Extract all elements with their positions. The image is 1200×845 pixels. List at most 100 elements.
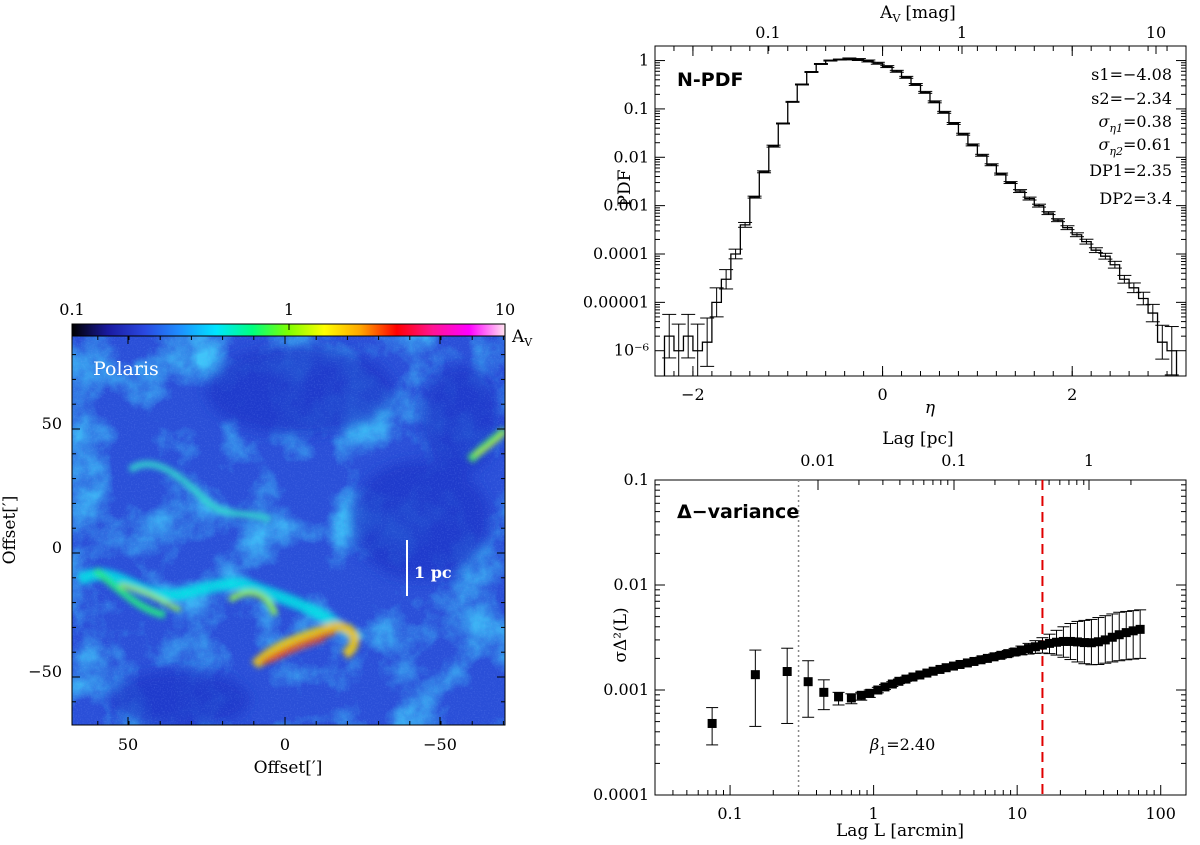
npdf-error-bar	[946, 122, 961, 125]
npdf-y-tick-label: 0.1	[624, 99, 649, 118]
dv-title: Δ−variance	[677, 501, 799, 523]
map-frame	[71, 335, 506, 726]
colorbar-tick-label: 0.1	[59, 300, 84, 319]
npdf-error-bar	[738, 221, 753, 228]
dv-x-axis-title: Lag L [arcmin]	[836, 821, 964, 841]
stat-sigma-eta1: ση1=0.38	[1098, 112, 1172, 135]
colorbar-tick-label: 1	[284, 300, 294, 319]
npdf-error-bar	[671, 323, 686, 377]
dv-data-point	[1052, 637, 1062, 647]
dv-data-point	[873, 685, 883, 695]
dv-y-tick-label: 0.01	[613, 575, 649, 594]
dv-data-point	[834, 692, 844, 702]
npdf-error-bar	[747, 195, 762, 199]
dv-x-tick-label: 1	[869, 804, 879, 823]
npdf-error-bar	[813, 62, 828, 65]
npdf-error-bar	[1145, 303, 1160, 323]
npdf-error-bar	[880, 65, 895, 69]
npdf-error-bar	[842, 57, 857, 61]
dv-data-point	[1037, 640, 1047, 650]
dv-data-point	[707, 718, 717, 728]
colorbar-unit: AV	[511, 327, 533, 349]
dv-error-bar	[781, 647, 794, 724]
npdf-error-bar	[757, 170, 772, 174]
npdf-top-tick-label: 10	[1146, 23, 1166, 42]
npdf-x-tick-label: 0	[877, 385, 887, 404]
dv-x-tick-label: 0.1	[717, 804, 742, 823]
dv-data-point	[1114, 630, 1124, 640]
npdf-error-bar	[1069, 232, 1084, 238]
npdf-error-bar	[937, 110, 952, 114]
npdf-error-bar	[984, 163, 999, 167]
dv-data-point	[846, 693, 856, 703]
dv-data-point	[1016, 645, 1026, 655]
npdf-error-bar	[870, 61, 885, 65]
delta-variance-panel: Lag [pc] 0.01 0.1 1 Δ−variance σΔ²(L) La…	[593, 429, 1187, 841]
npdf-error-bar	[927, 100, 942, 104]
npdf-top-tick-label: 1	[957, 23, 967, 42]
dv-data-point	[969, 656, 979, 666]
dv-data-point	[941, 663, 951, 673]
dv-data-point	[1086, 638, 1096, 648]
dv-data-point	[819, 687, 829, 697]
beta-annotation: β1=2.40	[869, 735, 935, 758]
npdf-error-bar	[965, 143, 980, 147]
dv-data-point	[948, 661, 958, 671]
colorbar-tick-label: 10	[495, 300, 515, 319]
npdf-error-bar	[766, 144, 781, 148]
npdf-error-bar	[1155, 324, 1170, 360]
dv-top-tick-label: 0.1	[941, 451, 966, 470]
dv-data-point	[782, 667, 792, 677]
dv-data-point	[1107, 632, 1117, 642]
dv-data-point	[1024, 644, 1034, 654]
npdf-x-tick-label: 2	[1067, 385, 1077, 404]
npdf-error-bar	[994, 172, 1009, 176]
npdf-top-axis-title: AV [mag]	[879, 3, 956, 25]
npdf-error-bar	[681, 313, 696, 359]
npdf-error-bar	[804, 71, 819, 73]
dv-data-point	[1135, 624, 1145, 634]
dv-data-point	[1100, 635, 1110, 645]
dv-x-tick-label: 100	[1145, 804, 1176, 823]
npdf-title: N-PDF	[677, 69, 743, 91]
extinction-map-panel: 0.1 1 10 AV	[0, 300, 533, 778]
npdf-error-bar	[1060, 225, 1075, 231]
dv-data-point	[750, 670, 760, 680]
dv-data-point	[1010, 647, 1020, 657]
npdf-error-bar	[1050, 218, 1065, 223]
npdf-x-tick-label: −2	[681, 385, 705, 404]
dv-error-bar	[802, 660, 815, 718]
npdf-error-bar	[785, 100, 800, 103]
dv-data-point	[982, 653, 992, 663]
npdf-error-bar	[1088, 247, 1103, 254]
stat-s1: s1=−4.08	[1091, 65, 1172, 84]
dv-data-point	[894, 676, 904, 686]
npdf-histogram	[663, 58, 1178, 376]
map-ticks	[72, 336, 505, 725]
map-x-tick-label: −50	[423, 735, 457, 754]
dv-data-point	[901, 674, 911, 684]
dv-data-point	[955, 659, 965, 669]
dv-y-tick-label: 0.0001	[593, 785, 649, 804]
dv-top-tick-label: 0.01	[800, 451, 836, 470]
dv-y-tick-label: 0.1	[624, 470, 649, 489]
dv-x-tick-label: 10	[1007, 804, 1027, 823]
npdf-error-bar	[709, 287, 724, 318]
dv-data-point	[865, 688, 875, 698]
map-y-axis-title: Offset[′]	[0, 496, 20, 565]
npdf-error-bar	[1164, 326, 1179, 376]
npdf-y-tick-label: 1	[639, 51, 649, 70]
dv-data-point	[1030, 642, 1040, 652]
npdf-error-bar	[1022, 196, 1037, 201]
npdf-error-bar	[776, 122, 791, 125]
npdf-y-tick-label: 0.0001	[593, 244, 649, 263]
npdf-error-bar	[728, 248, 743, 260]
dv-data-point	[935, 664, 945, 674]
npdf-x-axis-title: η	[925, 398, 936, 418]
dv-data-point	[996, 650, 1006, 660]
dv-data-point	[1045, 638, 1055, 648]
dv-top-tick-label: 1	[1084, 451, 1094, 470]
npdf-y-tick-label: 0.001	[603, 196, 649, 215]
dv-data-point	[1003, 649, 1013, 659]
map-y-tick-label: −50	[28, 662, 62, 681]
